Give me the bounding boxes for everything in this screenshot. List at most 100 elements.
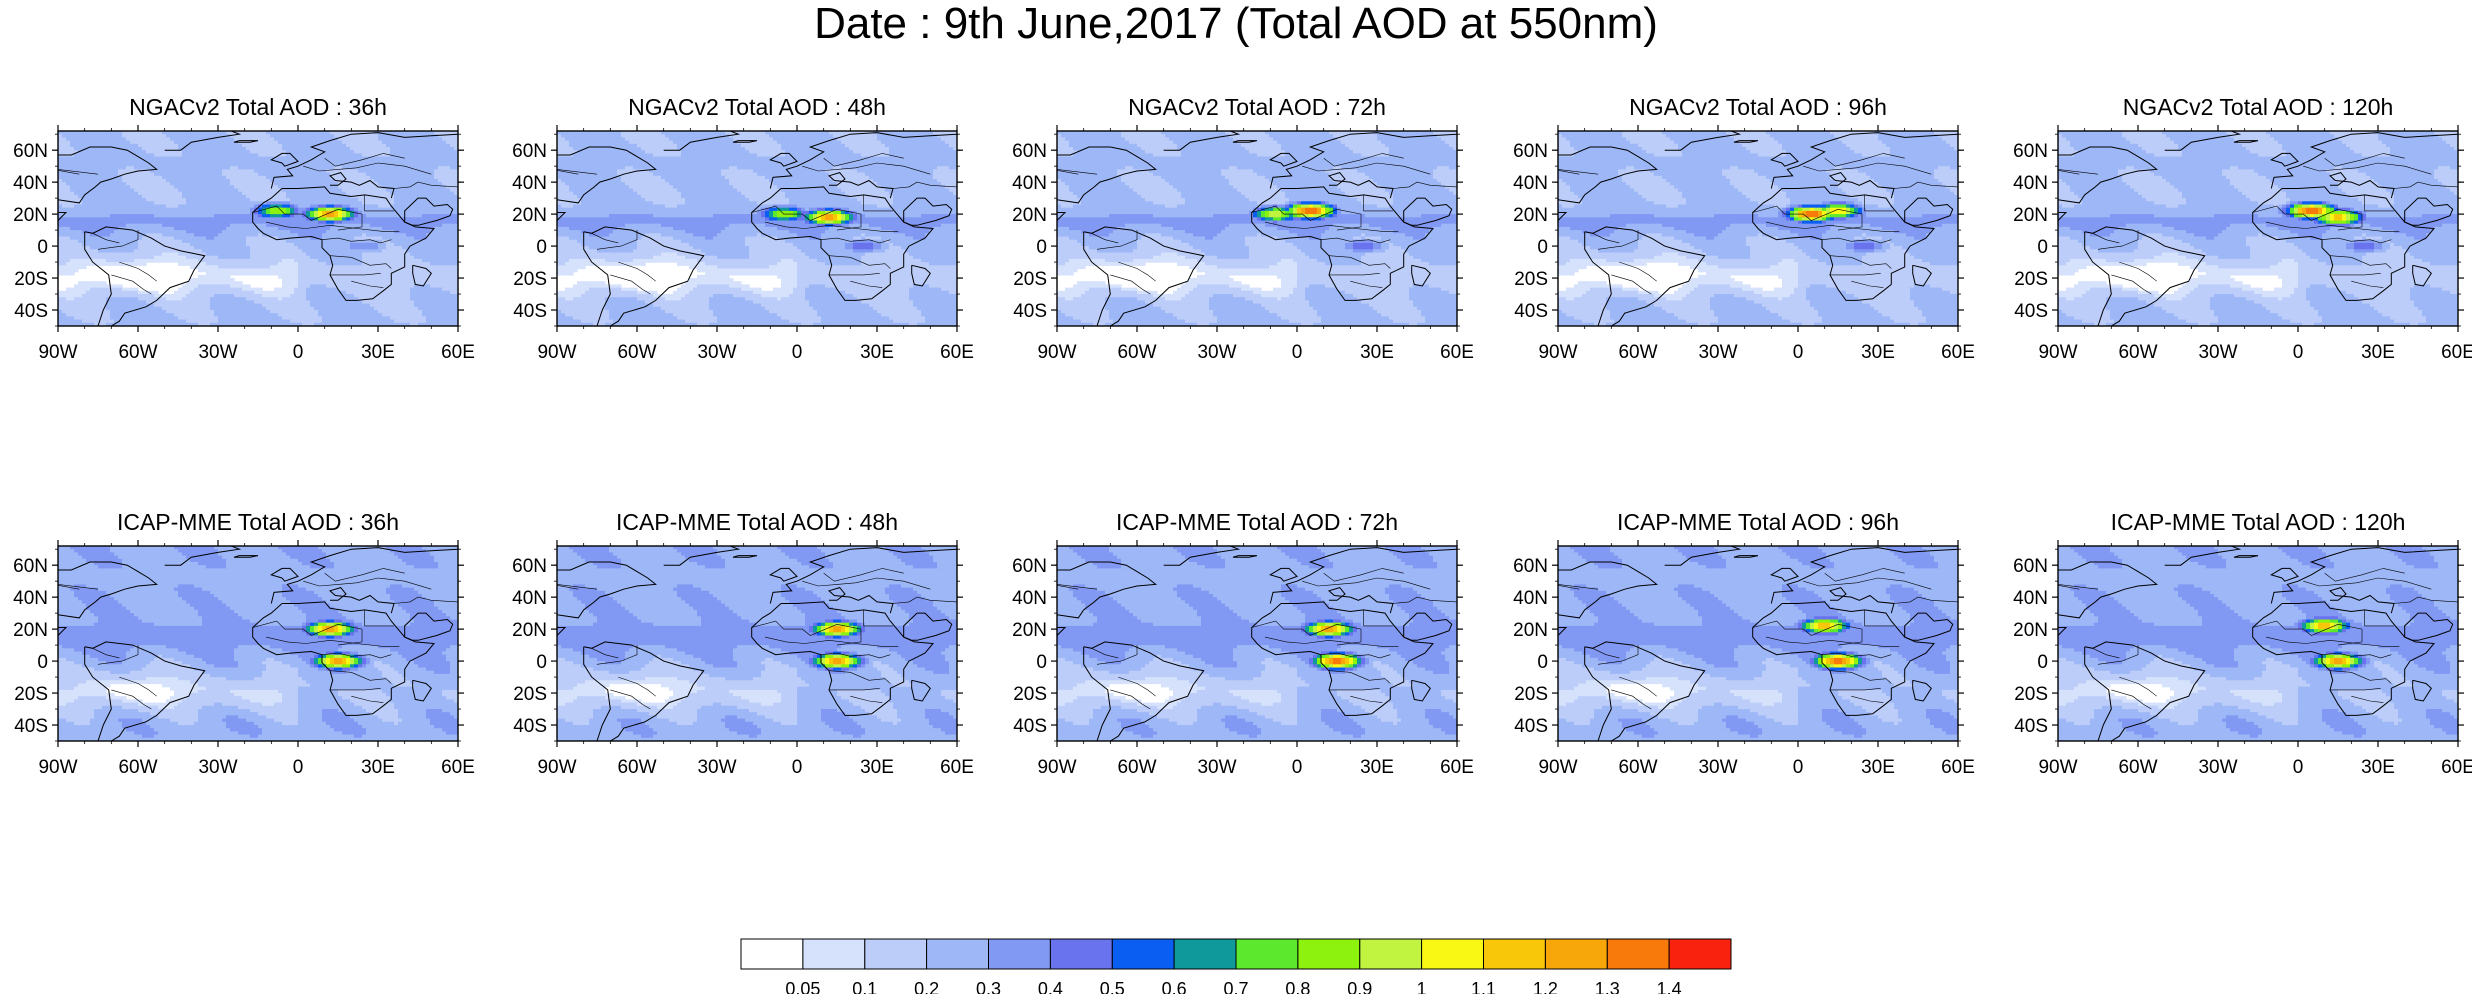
y-tick-label: 60N	[1012, 556, 1047, 577]
x-tick-label: 60E	[1440, 757, 1474, 778]
x-tick-label: 30W	[1197, 757, 1236, 778]
x-tick-label: 30E	[361, 342, 395, 363]
colorbar-swatch	[1669, 939, 1731, 969]
x-tick-label: 60W	[1117, 342, 1156, 363]
y-tick-label: 20S	[1013, 269, 1047, 290]
y-tick-label: 40S	[2014, 301, 2048, 322]
colorbar-swatch	[1422, 939, 1484, 969]
x-tick-label: 30W	[198, 342, 237, 363]
colorbar-label: 1.2	[1533, 979, 1558, 994]
y-tick-label: 0	[536, 237, 547, 258]
x-tick-label: 60E	[1941, 757, 1975, 778]
x-tick-label: 30W	[1698, 757, 1737, 778]
x-tick-label: 30E	[361, 757, 395, 778]
y-tick-label: 20N	[2013, 620, 2048, 641]
colorbar-label: 1.3	[1595, 979, 1620, 994]
x-tick-label: 90W	[1538, 342, 1577, 363]
x-tick-label: 30W	[198, 757, 237, 778]
colorbar-label: 1.4	[1657, 979, 1682, 994]
x-tick-label: 0	[293, 757, 304, 778]
x-tick-label: 60W	[1117, 757, 1156, 778]
y-tick-label: 20N	[13, 205, 48, 226]
x-tick-label: 30W	[2198, 757, 2237, 778]
y-tick-label: 60N	[1012, 141, 1047, 162]
panel-title: ICAP-MME Total AOD : 48h	[616, 509, 898, 535]
x-tick-label: 30E	[2361, 342, 2395, 363]
colorbar-label: 0.3	[976, 979, 1001, 994]
y-tick-label: 0	[1036, 237, 1047, 258]
y-tick-label: 0	[1537, 237, 1548, 258]
colorbar-swatch	[989, 939, 1051, 969]
x-tick-label: 60W	[617, 757, 656, 778]
y-tick-label: 40S	[513, 301, 547, 322]
y-tick-label: 20N	[1513, 620, 1548, 641]
panel-title: NGACv2 Total AOD : 96h	[1629, 94, 1887, 120]
x-tick-label: 30W	[1698, 342, 1737, 363]
x-tick-label: 0	[1292, 757, 1303, 778]
colorbar-swatch	[1545, 939, 1607, 969]
y-tick-label: 0	[1036, 652, 1047, 673]
y-tick-label: 60N	[2013, 141, 2048, 162]
colorbar-label: 0.4	[1038, 979, 1063, 994]
y-tick-label: 20S	[513, 269, 547, 290]
y-tick-label: 60N	[2013, 556, 2048, 577]
y-tick-label: 60N	[512, 141, 547, 162]
y-tick-label: 20N	[512, 620, 547, 641]
map-panel: 90W 60W 30W 0 30E 60E60N40N20N020S40SICAP-MME…	[506, 509, 974, 778]
colorbar-label: 0.9	[1347, 979, 1372, 994]
panel-title: ICAP-MME Total AOD : 36h	[117, 509, 399, 535]
x-tick-label: 60E	[441, 757, 475, 778]
panel-title: ICAP-MME Total AOD : 96h	[1617, 509, 1899, 535]
x-tick-label: 60W	[2118, 342, 2157, 363]
y-tick-label: 20N	[1513, 205, 1548, 226]
y-tick-label: 0	[1537, 652, 1548, 673]
y-tick-label: 0	[37, 652, 48, 673]
x-tick-label: 60E	[1440, 342, 1474, 363]
x-tick-label: 60E	[2441, 757, 2472, 778]
x-tick-label: 60W	[118, 757, 157, 778]
y-tick-label: 60N	[13, 141, 48, 162]
y-tick-label: 20S	[2014, 684, 2048, 705]
x-tick-label: 60E	[940, 342, 974, 363]
y-tick-label: 20S	[14, 269, 48, 290]
colorbar-swatch	[1484, 939, 1546, 969]
x-tick-label: 0	[1292, 342, 1303, 363]
y-tick-label: 20N	[13, 620, 48, 641]
x-tick-label: 60W	[617, 342, 656, 363]
y-tick-label: 20N	[1012, 620, 1047, 641]
y-tick-label: 40N	[13, 588, 48, 609]
x-tick-label: 30E	[860, 757, 894, 778]
y-tick-label: 40S	[1514, 716, 1548, 737]
panel-title: NGACv2 Total AOD : 48h	[628, 94, 886, 120]
map-panel: 90W 60W 30W 0 30E 60E60N40N20N020S40SICAP-MME…	[1006, 509, 1474, 778]
y-tick-label: 40N	[2013, 588, 2048, 609]
y-tick-label: 40N	[1513, 173, 1548, 194]
x-tick-label: 60E	[441, 342, 475, 363]
colorbar-label: 0.1	[852, 979, 877, 994]
y-tick-label: 40N	[1012, 588, 1047, 609]
colorbar-label: 1	[1417, 979, 1427, 994]
y-tick-label: 20N	[512, 205, 547, 226]
x-tick-label: 60W	[118, 342, 157, 363]
x-tick-label: 0	[293, 342, 304, 363]
colorbar-label: 0.2	[914, 979, 939, 994]
y-tick-label: 40N	[1012, 173, 1047, 194]
colorbar-swatch	[865, 939, 927, 969]
colorbar-label: 0.7	[1223, 979, 1248, 994]
y-tick-label: 40N	[512, 173, 547, 194]
colorbar-label: 0.8	[1285, 979, 1310, 994]
x-tick-label: 90W	[2038, 342, 2077, 363]
y-tick-label: 20S	[14, 684, 48, 705]
x-tick-label: 30E	[1861, 757, 1895, 778]
colorbar-swatch	[741, 939, 803, 969]
x-tick-label: 90W	[38, 757, 77, 778]
panel-title: NGACv2 Total AOD : 36h	[129, 94, 387, 120]
x-tick-label: 30E	[1861, 342, 1895, 363]
x-tick-label: 90W	[1037, 342, 1076, 363]
